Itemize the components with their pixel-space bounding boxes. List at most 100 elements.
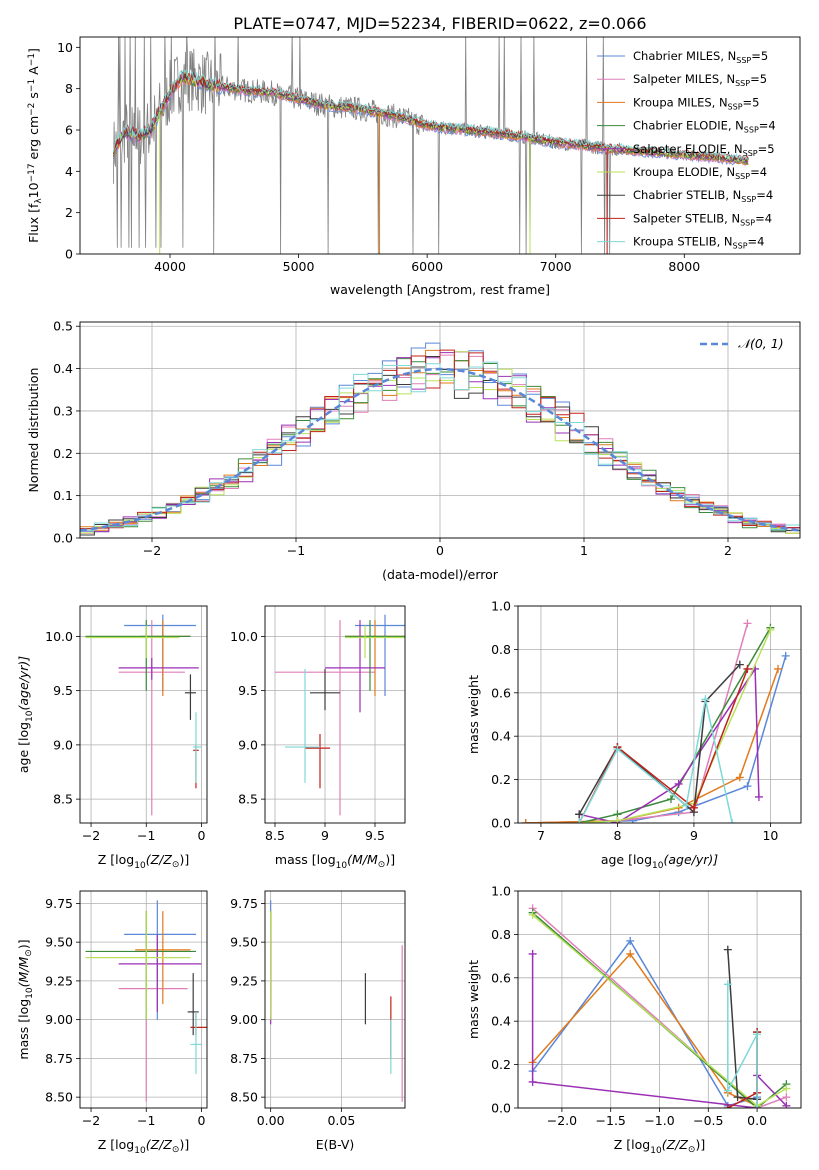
weight-point-SS — [743, 664, 752, 673]
y-tick-label: 0.2 — [491, 1057, 511, 1072]
x-tick-label: 0.00 — [257, 1113, 285, 1128]
y-tick-label: 10 — [57, 40, 73, 55]
weight-line-KS — [578, 699, 733, 823]
y-tick-label: 0.2 — [491, 772, 511, 787]
x-tick-label: 5000 — [283, 259, 315, 274]
y-tick-label: 4 — [65, 164, 73, 179]
y-tick-label: 0.6 — [491, 685, 511, 700]
x-axis-label-text: Z [log — [614, 1137, 650, 1152]
weight-point-CE — [666, 795, 675, 804]
x-axis-label-sub: 10 — [134, 861, 146, 871]
weight-point-KE — [782, 1084, 791, 1093]
weight-line-CS — [578, 664, 741, 815]
y-axis-label: age [log10(age/yr)] — [16, 656, 35, 773]
axes-residuals: −2 −1 0 1 2 0.0 0.1 0.2 0.3 0.4 0.5 𝒩(0, 1) (data-mo… — [26, 319, 801, 582]
x-axis-label-sun: ⊙ — [688, 1145, 696, 1155]
legend-text: Salpeter STELIB, N — [633, 211, 740, 225]
legend-tail: =4 — [756, 188, 773, 202]
panel-weight_Z: −2.0 −1.5 −1.0 −0.5 0.0 0.0 0.2 0.4 0.6 0.8 1.0 Z [… — [466, 884, 802, 1156]
legend-text: Chabrier ELODIE, N — [633, 119, 744, 133]
y-tick-label: 8.50 — [230, 1090, 258, 1105]
axes-frame — [264, 890, 406, 1109]
weight-point-KS — [753, 1104, 762, 1108]
weight-point-SE — [674, 779, 683, 788]
x-tick-label: −2 — [82, 1113, 100, 1128]
weight-point-KM — [521, 819, 530, 823]
x-tick-label: 0 — [198, 1113, 206, 1128]
y-tick-label: 9.00 — [230, 1012, 258, 1027]
legend-label-SM: Salpeter MILES, NSSP=5 — [633, 72, 767, 88]
y-tick-label: 9.25 — [45, 973, 73, 988]
x-tick-label: 0 — [198, 828, 206, 843]
weight-point-CS — [723, 945, 732, 954]
x-tick-label: 0.05 — [327, 1113, 355, 1128]
weight-point-KE — [766, 625, 775, 634]
y-tick-label: 0.0 — [53, 531, 73, 546]
legend-text: Kroupa MILES, N — [633, 95, 728, 109]
weight-point-SM — [782, 1093, 791, 1102]
x-tick-label: 4000 — [154, 259, 186, 274]
x-axis-label-sub: 10 — [336, 861, 348, 871]
y-tick-label: 10.0 — [45, 629, 73, 644]
y-axis-label-text: mass [log — [16, 999, 31, 1060]
legend-text: Kroupa STELIB, N — [633, 235, 733, 249]
x-axis-label-text: age [log — [601, 852, 652, 867]
weight-point-KM — [774, 664, 783, 673]
legend-sub: SSP — [744, 126, 759, 135]
weight-point-KS — [728, 819, 737, 823]
panel-residuals: −2 −1 0 1 2 0.0 0.1 0.2 0.3 0.4 0.5 𝒩(0, 1) (data-mo… — [26, 319, 801, 582]
y-tick-label: 0.3 — [53, 403, 73, 418]
weight-line-CM — [531, 939, 758, 1107]
weight-point-CM — [781, 651, 790, 660]
y-tick-label: 9.50 — [230, 935, 258, 950]
axes-mass_ebv: 0.00 0.05 8.50 8.75 9.00 9.25 9.50 9.75 E(B-V) — [230, 890, 406, 1152]
plot-area-mass_ebv — [270, 900, 403, 1102]
x-tick-label: −1 — [137, 1113, 155, 1128]
x-tick-label: −2 — [82, 828, 100, 843]
weight-point-KE — [613, 816, 622, 823]
plot-area-age_Z — [85, 614, 202, 816]
legend-label-SS: Salpeter STELIB, NSSP=4 — [633, 211, 772, 227]
y-tick-label: 10.0 — [230, 629, 258, 644]
panel-age_Z: −2 −1 08.59.09.510.0Z [log10(Z/Z⊙)]age [lo… — [16, 605, 208, 871]
legend-tail: =4 — [759, 119, 776, 133]
x-axis-label-tail: (Z/Z — [662, 1137, 689, 1152]
y-axis-label-end: )] — [16, 939, 31, 949]
legend-sub: SSP — [740, 218, 755, 227]
y-axis-label-part: A — [26, 66, 41, 79]
x-tick-label: −2 — [143, 543, 161, 558]
legend-tail: =5 — [751, 49, 768, 63]
y-axis-label-part: −1 — [27, 53, 37, 66]
legend-sub: SSP — [736, 56, 751, 65]
y-axis-label-part: −2 — [27, 103, 37, 116]
x-tick-label: −1 — [287, 543, 305, 558]
x-axis-label-tail: (age/yr)] — [663, 852, 718, 867]
weight-line-CS — [727, 949, 758, 1101]
legend-tail: =5 — [758, 142, 775, 156]
weight-point-KS — [723, 1086, 732, 1095]
y-axis-label: mass [log10(M/M⊙)] — [16, 939, 35, 1059]
weight-point-CM — [626, 936, 635, 945]
y-tick-label: 9.50 — [45, 935, 73, 950]
y-tick-label: 0.6 — [491, 970, 511, 985]
y-axis-label-part: erg cm — [26, 116, 41, 164]
y-tick-label: 1.0 — [491, 884, 511, 899]
y-tick-label: 0.4 — [491, 1014, 511, 1029]
axes-spectrum: 4000 5000 6000 7000 8000 0 2 4 6 8 10 wavelength [A… — [26, 36, 801, 297]
y-tick-label: 0.8 — [491, 927, 511, 942]
axes-frame — [79, 605, 208, 824]
legend-label-CM: Chabrier MILES, NSSP=5 — [633, 49, 768, 65]
legend-label-CS: Chabrier STELIB, NSSP=4 — [633, 188, 773, 204]
legend-sub: SSP — [733, 242, 748, 251]
weight-point-SE — [528, 949, 537, 958]
weight-point-CS — [575, 810, 584, 819]
axes-frame — [79, 890, 208, 1109]
legend-tail: =5 — [750, 72, 767, 86]
y-axis-label-part: −17 — [27, 163, 37, 182]
x-axis-label-text: Z [log — [98, 1137, 134, 1152]
y-axis-label: Normed distribution — [26, 368, 41, 493]
legend-text: Kroupa ELODIE, N — [633, 165, 735, 179]
figure-title: PLATE=0747, MJD=52234, FIBERID=0622, z=0… — [233, 14, 646, 33]
